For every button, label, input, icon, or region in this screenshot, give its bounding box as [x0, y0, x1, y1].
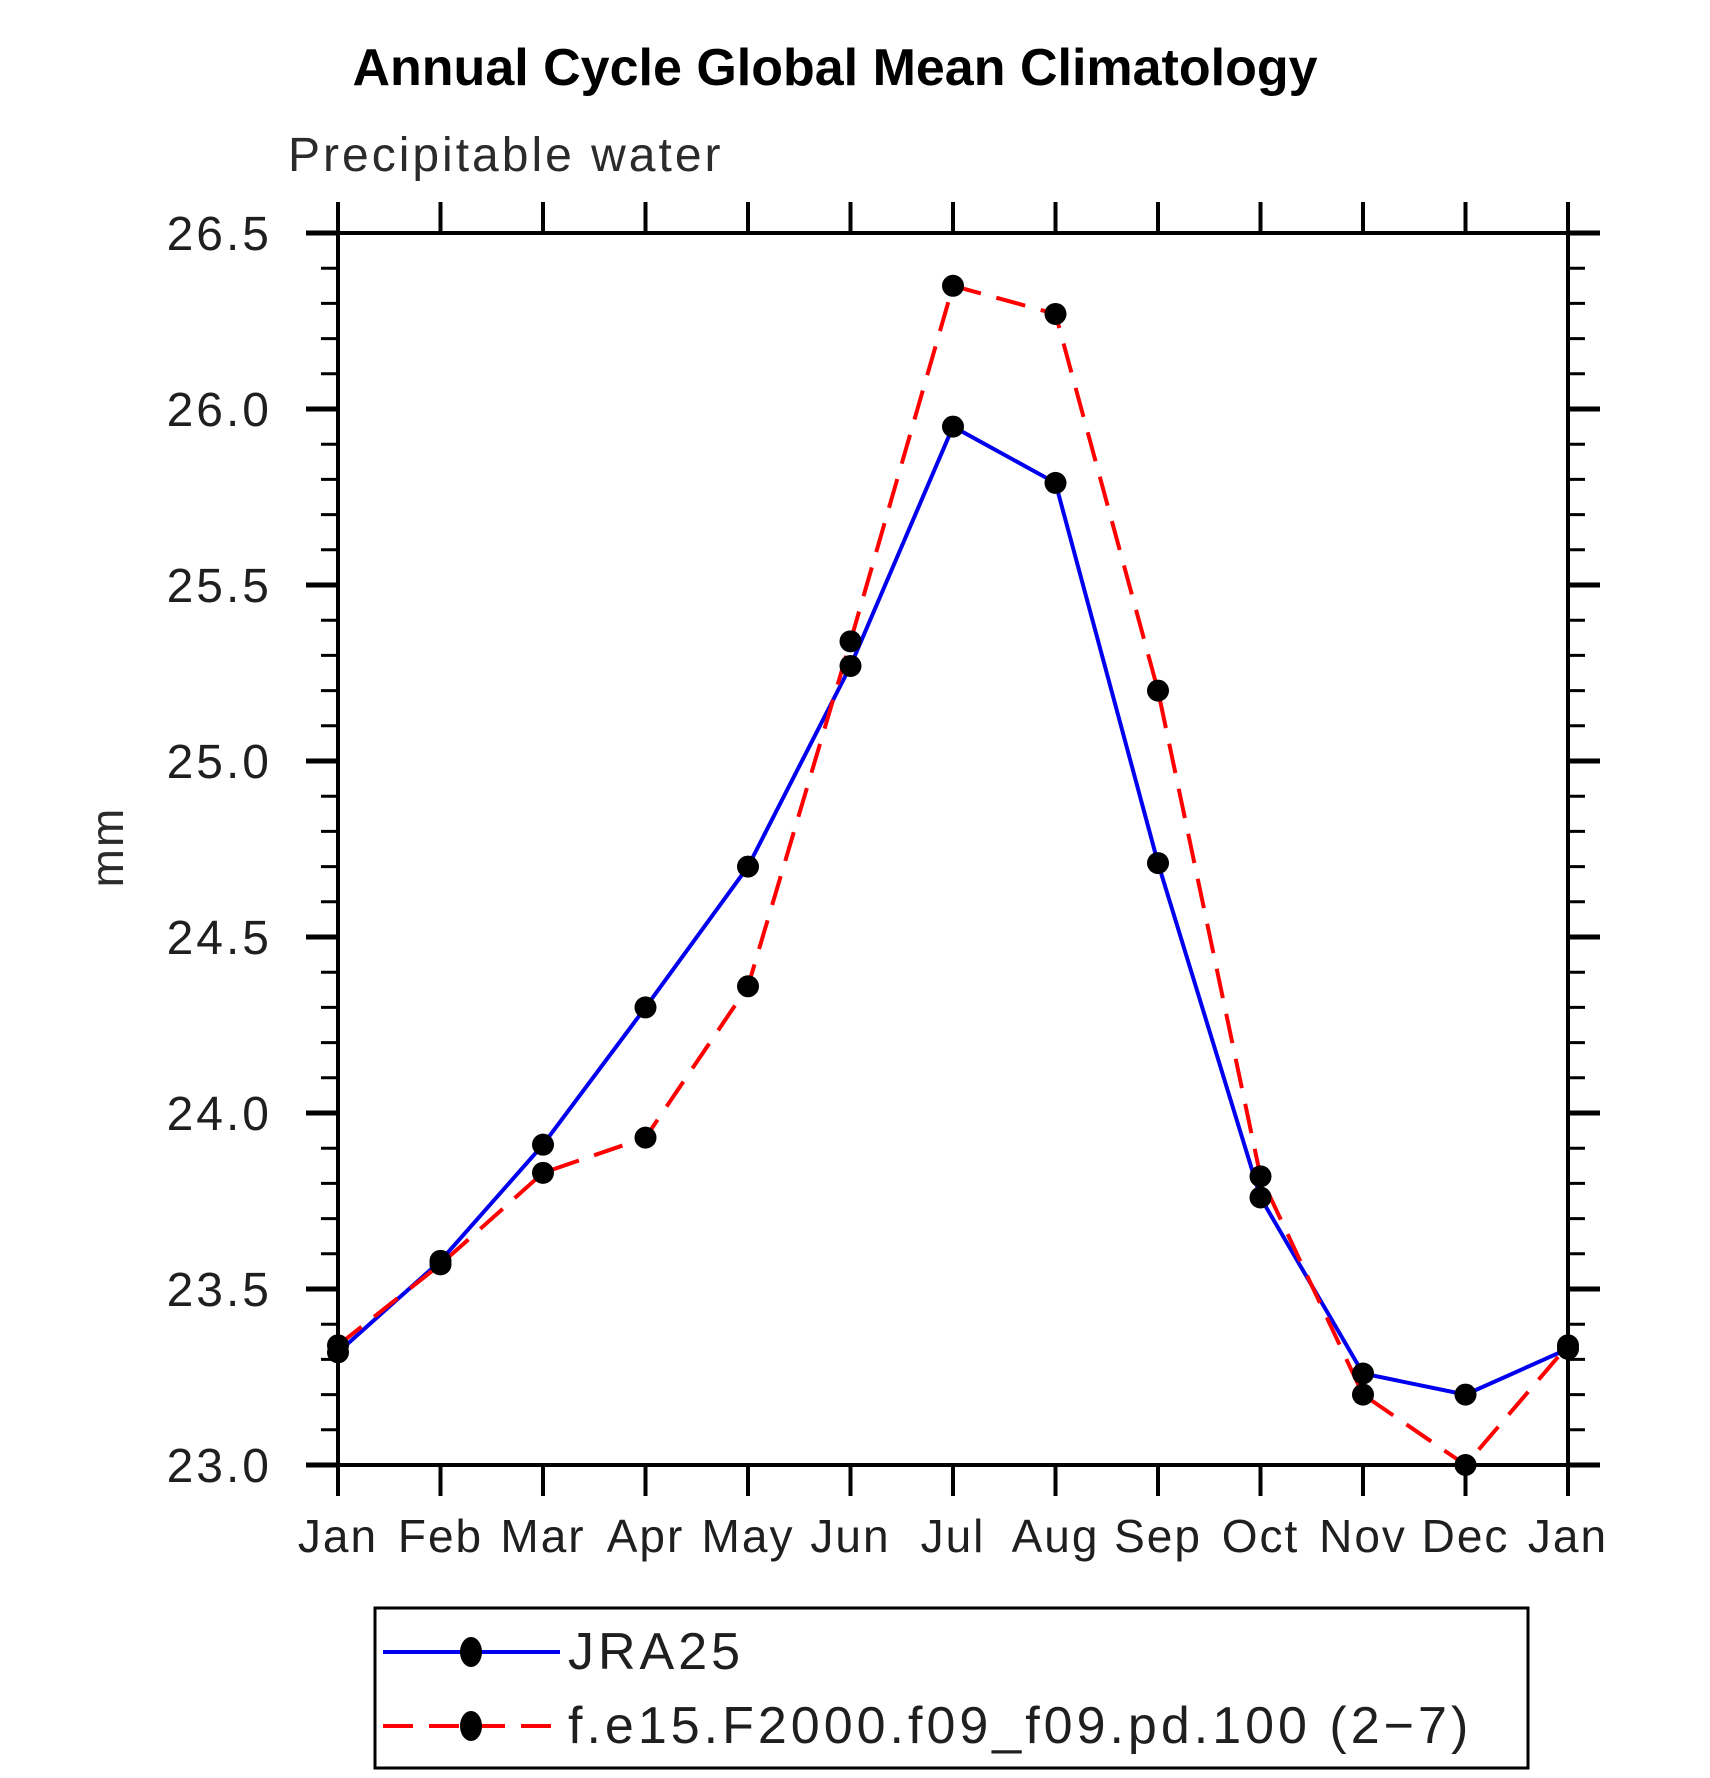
legend-label: f.e15.F2000.f09_f09.pd.100 (2−7)	[568, 1697, 1472, 1755]
data-point-marker	[1352, 1383, 1374, 1406]
y-tick-label: 23.5	[167, 1264, 272, 1317]
data-point-marker	[1147, 679, 1169, 702]
legend-label: JRA25	[568, 1623, 744, 1681]
data-point-marker	[429, 1253, 452, 1276]
data-point-marker	[1249, 1165, 1272, 1188]
x-tick-label: Jan	[1528, 1510, 1608, 1562]
data-point-marker	[1044, 302, 1067, 325]
data-point-marker	[1454, 1454, 1477, 1476]
plot-box	[336, 231, 1570, 1467]
x-tick-label: Aug	[1012, 1510, 1100, 1562]
x-tick-label: Jun	[810, 1510, 890, 1562]
data-point-marker	[1454, 1383, 1477, 1406]
data-point-marker	[737, 975, 759, 998]
data-point-marker	[942, 274, 964, 297]
x-tick-label: Jan	[298, 1510, 378, 1562]
data-point-marker	[839, 654, 862, 677]
data-point-marker	[532, 1133, 554, 1156]
x-tick-label: Mar	[500, 1510, 585, 1562]
x-tick-label: Feb	[398, 1510, 483, 1562]
data-point-marker	[942, 415, 964, 438]
y-tick-label: 26.0	[167, 384, 272, 437]
data-point-marker	[1147, 852, 1169, 875]
data-point-marker	[1044, 471, 1067, 494]
data-point-marker	[1352, 1362, 1374, 1385]
x-tick-label: Dec	[1422, 1510, 1510, 1562]
data-point-marker	[839, 630, 862, 653]
y-tick-label: 25.5	[167, 560, 272, 613]
x-tick-label: Oct	[1222, 1510, 1300, 1562]
chart-subtitle: Precipitable water	[288, 129, 724, 182]
data-point-marker	[634, 1126, 657, 1149]
x-tick-label: Sep	[1114, 1510, 1202, 1562]
x-tick-label: Nov	[1319, 1510, 1407, 1562]
x-tick-label: May	[702, 1510, 795, 1562]
y-tick-label: 26.5	[167, 208, 272, 261]
y-tick-label: 25.0	[167, 736, 272, 789]
data-point-marker	[327, 1334, 349, 1357]
chart-title: Annual Cycle Global Mean Climatology	[352, 39, 1318, 97]
y-tick-label: 24.5	[167, 912, 272, 965]
legend-marker	[460, 1637, 482, 1667]
data-point-marker	[634, 996, 657, 1019]
data-point-marker	[1249, 1186, 1272, 1209]
data-point-marker	[1557, 1334, 1579, 1357]
legend-box	[373, 1606, 1530, 1770]
x-tick-label: Jul	[921, 1510, 986, 1562]
legend-marker	[460, 1711, 482, 1741]
y-tick-label: 23.0	[167, 1440, 272, 1493]
data-point-marker	[532, 1161, 554, 1184]
x-tick-label: Apr	[607, 1510, 685, 1562]
data-point-marker	[737, 855, 759, 878]
y-tick-label: 24.0	[167, 1088, 272, 1141]
series-line-model	[336, 283, 1570, 1468]
series-line-jra25	[336, 423, 1569, 1397]
